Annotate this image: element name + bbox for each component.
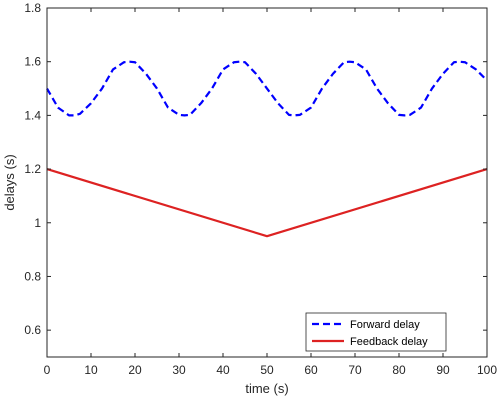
legend: Forward delay Feedback delay: [305, 312, 447, 352]
y-tick-label: 0.6: [24, 323, 41, 337]
plot-frame: [46, 7, 488, 358]
y-tick-label: 1.8: [24, 1, 41, 15]
x-tick-label: 40: [216, 363, 230, 377]
y-tick-label: 1.4: [24, 108, 41, 122]
series-line-feedback-delay: [46, 168, 488, 238]
y-tick-label: 1: [34, 216, 41, 230]
x-tick-label: 50: [260, 363, 274, 377]
x-tick-label: 0: [44, 363, 51, 377]
x-tick-label: 80: [392, 363, 406, 377]
x-tick-label: 90: [436, 363, 450, 377]
ticks-layer: 0 10 20 30 40 50 60 70 80 90 100 0.6 0.8 1 1.2 1.4 1.6 1.…: [24, 1, 497, 377]
y-tick-label: 1.2: [24, 162, 41, 176]
series-layer: [46, 60, 488, 238]
x-tick-label: 20: [128, 363, 142, 377]
y-axis-label: delays (s): [2, 154, 17, 210]
legend-label-feedback-delay: Feedback delay: [350, 336, 428, 348]
x-tick-label: 70: [348, 363, 362, 377]
x-tick-label: 60: [304, 363, 318, 377]
x-tick-label: 30: [172, 363, 186, 377]
series-line-forward-delay: [46, 60, 488, 117]
legend-box: [305, 312, 447, 352]
y-tick-label: 1.6: [24, 55, 41, 69]
x-tick-label: 10: [84, 363, 98, 377]
legend-label-forward-delay: Forward delay: [350, 319, 420, 331]
y-tick-label: 0.8: [24, 269, 41, 283]
x-axis-label: time (s): [245, 381, 288, 396]
x-tick-label: 100: [477, 363, 497, 377]
